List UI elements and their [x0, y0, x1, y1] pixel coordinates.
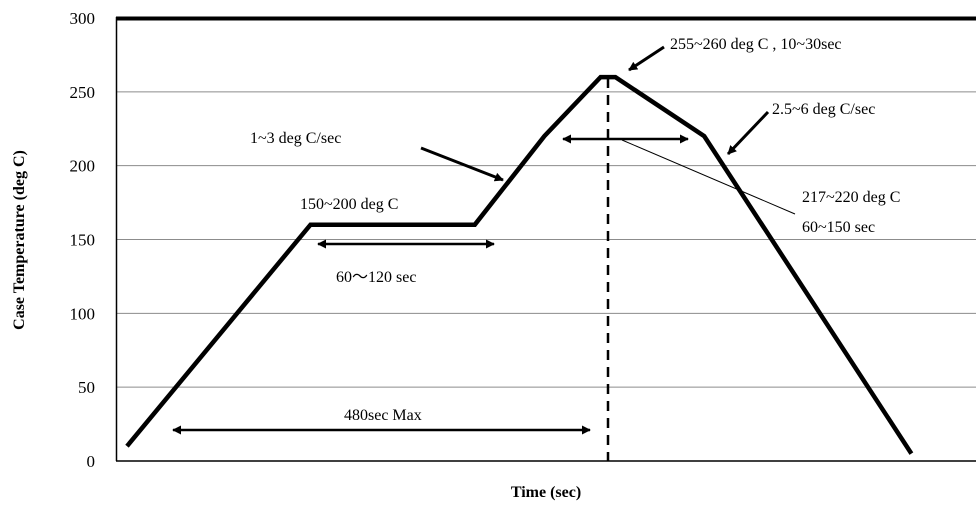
ramp-up-label: 1~3 deg C/sec: [250, 130, 341, 147]
liquidus-temp-label: 217~220 deg C: [802, 189, 900, 206]
liquidus-time-label: 60~150 sec: [802, 219, 875, 236]
y-tick-label: 0: [87, 452, 96, 471]
y-tick-label: 250: [70, 83, 96, 102]
y-tick-label: 150: [70, 231, 96, 250]
ramp-up-pointer-arrow: [420, 146, 504, 182]
preheat-temp-label: 150~200 deg C: [300, 196, 398, 213]
series-line: [125, 74, 914, 455]
ramp-down-label: 2.5~6 deg C/sec: [772, 101, 875, 118]
y-axis-title: Case Temperature (deg C): [11, 150, 28, 330]
grid-lines: [117, 91, 976, 388]
x-axis-title: Time (sec): [511, 484, 581, 501]
liquidus-leader-line: [621, 139, 796, 215]
y-tick-label: 100: [70, 304, 96, 323]
y-tick-label: 200: [70, 157, 96, 176]
y-tick-label: 300: [70, 9, 96, 28]
peak-pointer-arrow: [628, 45, 665, 72]
y-axis-ticks: 0 50 100 150 200 250 300: [70, 9, 96, 471]
ramp-down-pointer-arrow: [726, 110, 770, 156]
y-tick-label: 50: [78, 378, 95, 397]
total-time-label: 480sec Max: [344, 407, 422, 424]
peak-label: 255~260 deg C , 10~30sec: [670, 36, 842, 53]
preheat-time-label: 60〜120 sec: [336, 269, 416, 286]
